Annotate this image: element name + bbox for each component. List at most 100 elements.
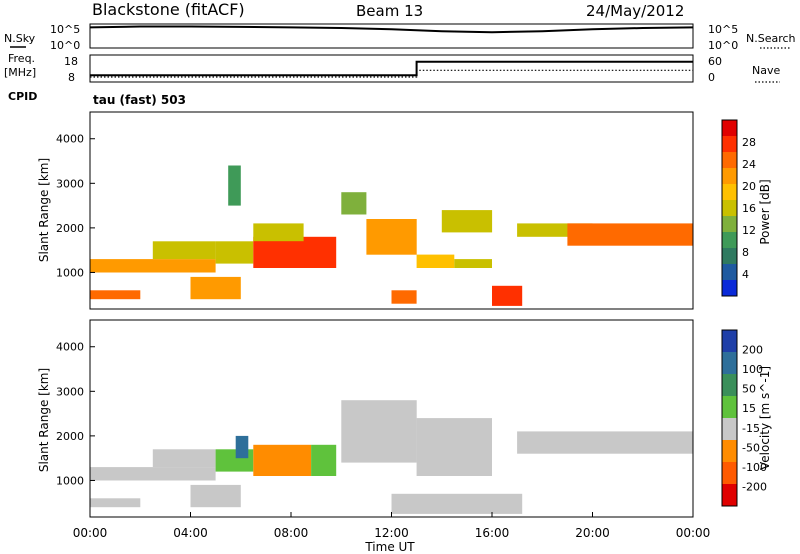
velocity-colorbar-tick: 200 <box>742 344 763 357</box>
power-ytick-label: 2000 <box>56 222 84 235</box>
nave-tick-top: 60 <box>708 55 722 68</box>
nave-tick-bottom: 0 <box>708 71 715 84</box>
velocity-region <box>235 435 249 459</box>
power-region <box>190 276 241 300</box>
velocity-colorbar-swatch <box>722 462 737 485</box>
freq-unit: [MHz] <box>4 66 36 79</box>
nsky-tick-top: 10^5 <box>50 23 80 36</box>
power-colorbar-swatch <box>722 120 737 137</box>
power-colorbar-swatch <box>722 280 737 297</box>
power-colorbar-swatch <box>722 152 737 169</box>
power-ytick-label: 1000 <box>56 266 84 279</box>
beam-title: Beam 13 <box>356 2 423 20</box>
velocity-region <box>517 431 693 454</box>
nsky-line <box>89 25 694 34</box>
velocity-region <box>190 484 241 508</box>
xtick-label: 00:00 <box>676 526 711 540</box>
velocity-colorbar-swatch <box>722 352 737 375</box>
power-panel: 4000 3000 2000 1000 Slant Range [km] <box>37 111 694 310</box>
freq-tick-bottom: 8 <box>68 71 75 84</box>
power-ytick-label: 3000 <box>56 177 84 190</box>
nsky-label: N.Sky <box>4 32 36 45</box>
cpid-label: CPID <box>8 90 37 103</box>
xtick-label: 04:00 <box>173 526 208 540</box>
velocity-colorbar-tick: 50 <box>742 383 756 396</box>
velocity-colorbar-swatch <box>722 418 737 441</box>
power-colorbar-tick: 28 <box>742 136 756 149</box>
power-colorbar-label: Power [dB] <box>758 179 772 244</box>
power-colorbar-swatch <box>722 168 737 185</box>
nsky-axes <box>89 23 694 49</box>
freq-label: Freq. <box>8 52 35 65</box>
power-colorbar-tick: 16 <box>742 202 756 215</box>
velocity-ytick-label: 4000 <box>56 341 84 354</box>
power-colorbar-tick: 24 <box>742 158 756 171</box>
power-colorbar-swatch <box>722 200 737 217</box>
power-colorbar-swatch <box>722 136 737 153</box>
velocity-colorbar-tick: -15 <box>742 422 760 435</box>
power-region <box>90 259 216 273</box>
xtick-label: 00:00 <box>73 526 108 540</box>
power-colorbar-frame <box>721 119 738 297</box>
power-region <box>391 290 417 304</box>
velocity-region <box>341 400 417 463</box>
velocity-colorbar: 200 100 50 15 -15 -50 -100 -200 Velocity [m s^-… <box>721 329 772 507</box>
velocity-colorbar-tick: -100 <box>742 461 767 474</box>
velocity-ylabel: Slant Range [km] <box>37 368 51 472</box>
power-colorbar-swatch <box>722 264 737 281</box>
power-colorbar-swatch <box>722 184 737 201</box>
power-ylabel: Slant Range [km] <box>37 158 51 262</box>
velocity-ytick-label: 3000 <box>56 385 84 398</box>
nsky-panel: N.Sky 10^5 10^0 10^5 10^0 N.Search <box>4 23 796 52</box>
power-region <box>228 165 241 206</box>
nsearch-label: N.Search <box>746 32 796 45</box>
velocity-ytick-label: 2000 <box>56 430 84 443</box>
velocity-colorbar-tick: 100 <box>742 363 763 376</box>
velocity-colorbar-swatch <box>722 484 737 507</box>
power-colorbar-tick: 4 <box>742 268 749 281</box>
power-region <box>567 223 693 246</box>
xtick-label: 12:00 <box>374 526 409 540</box>
velocity-colorbar-label: Velocity [m s^-1] <box>758 366 772 470</box>
freq-axes <box>89 54 694 83</box>
velocity-colorbar-tick: -200 <box>742 480 767 493</box>
velocity-colorbar-swatch <box>722 440 737 463</box>
power-region <box>253 236 337 268</box>
velocity-region <box>90 498 141 508</box>
power-colorbar-swatch <box>722 216 737 233</box>
power-colorbar-swatch <box>722 232 737 249</box>
nsearch-tick-top: 10^5 <box>708 23 738 36</box>
velocity-colorbar-swatch <box>722 330 737 353</box>
freq-line <box>90 60 693 77</box>
power-ytick-label: 4000 <box>56 133 84 146</box>
date-title: 24/May/2012 <box>586 2 684 20</box>
velocity-region <box>391 493 523 514</box>
nsky-tick-bottom: 10^0 <box>50 39 80 52</box>
power-colorbar: 28 24 20 16 12 8 4 Power [dB] <box>721 119 772 297</box>
power-colorbar-swatch <box>722 248 737 265</box>
velocity-region <box>90 467 216 481</box>
velocity-colorbar-swatch <box>722 374 737 397</box>
velocity-colorbar-tick: -50 <box>742 441 760 454</box>
power-region <box>215 241 254 264</box>
power-colorbar-tick: 8 <box>742 246 749 259</box>
velocity-colorbar-tick: 15 <box>742 402 756 415</box>
xtick-label: 20:00 <box>575 526 610 540</box>
station-title: Blackstone (fitACF) <box>92 0 245 19</box>
velocity-colorbar-swatch <box>722 396 737 419</box>
nave-label: Nave <box>752 64 780 77</box>
cpid-value: tau (fast) 503 <box>93 93 186 107</box>
power-region <box>152 241 216 260</box>
power-region <box>416 254 455 268</box>
freq-panel: Freq. [MHz] 18 8 60 0 Nave <box>4 52 780 84</box>
velocity-colorbar-frame <box>721 329 738 507</box>
xtick-label: 08:00 <box>274 526 309 540</box>
power-colorbar-tick: 12 <box>742 224 756 237</box>
power-region <box>341 192 367 215</box>
power-region <box>492 285 523 306</box>
velocity-ytick-label: 1000 <box>56 474 84 487</box>
xtick-label: 16:00 <box>475 526 510 540</box>
power-region <box>253 223 304 242</box>
x-axis-label: Time UT <box>364 540 415 554</box>
